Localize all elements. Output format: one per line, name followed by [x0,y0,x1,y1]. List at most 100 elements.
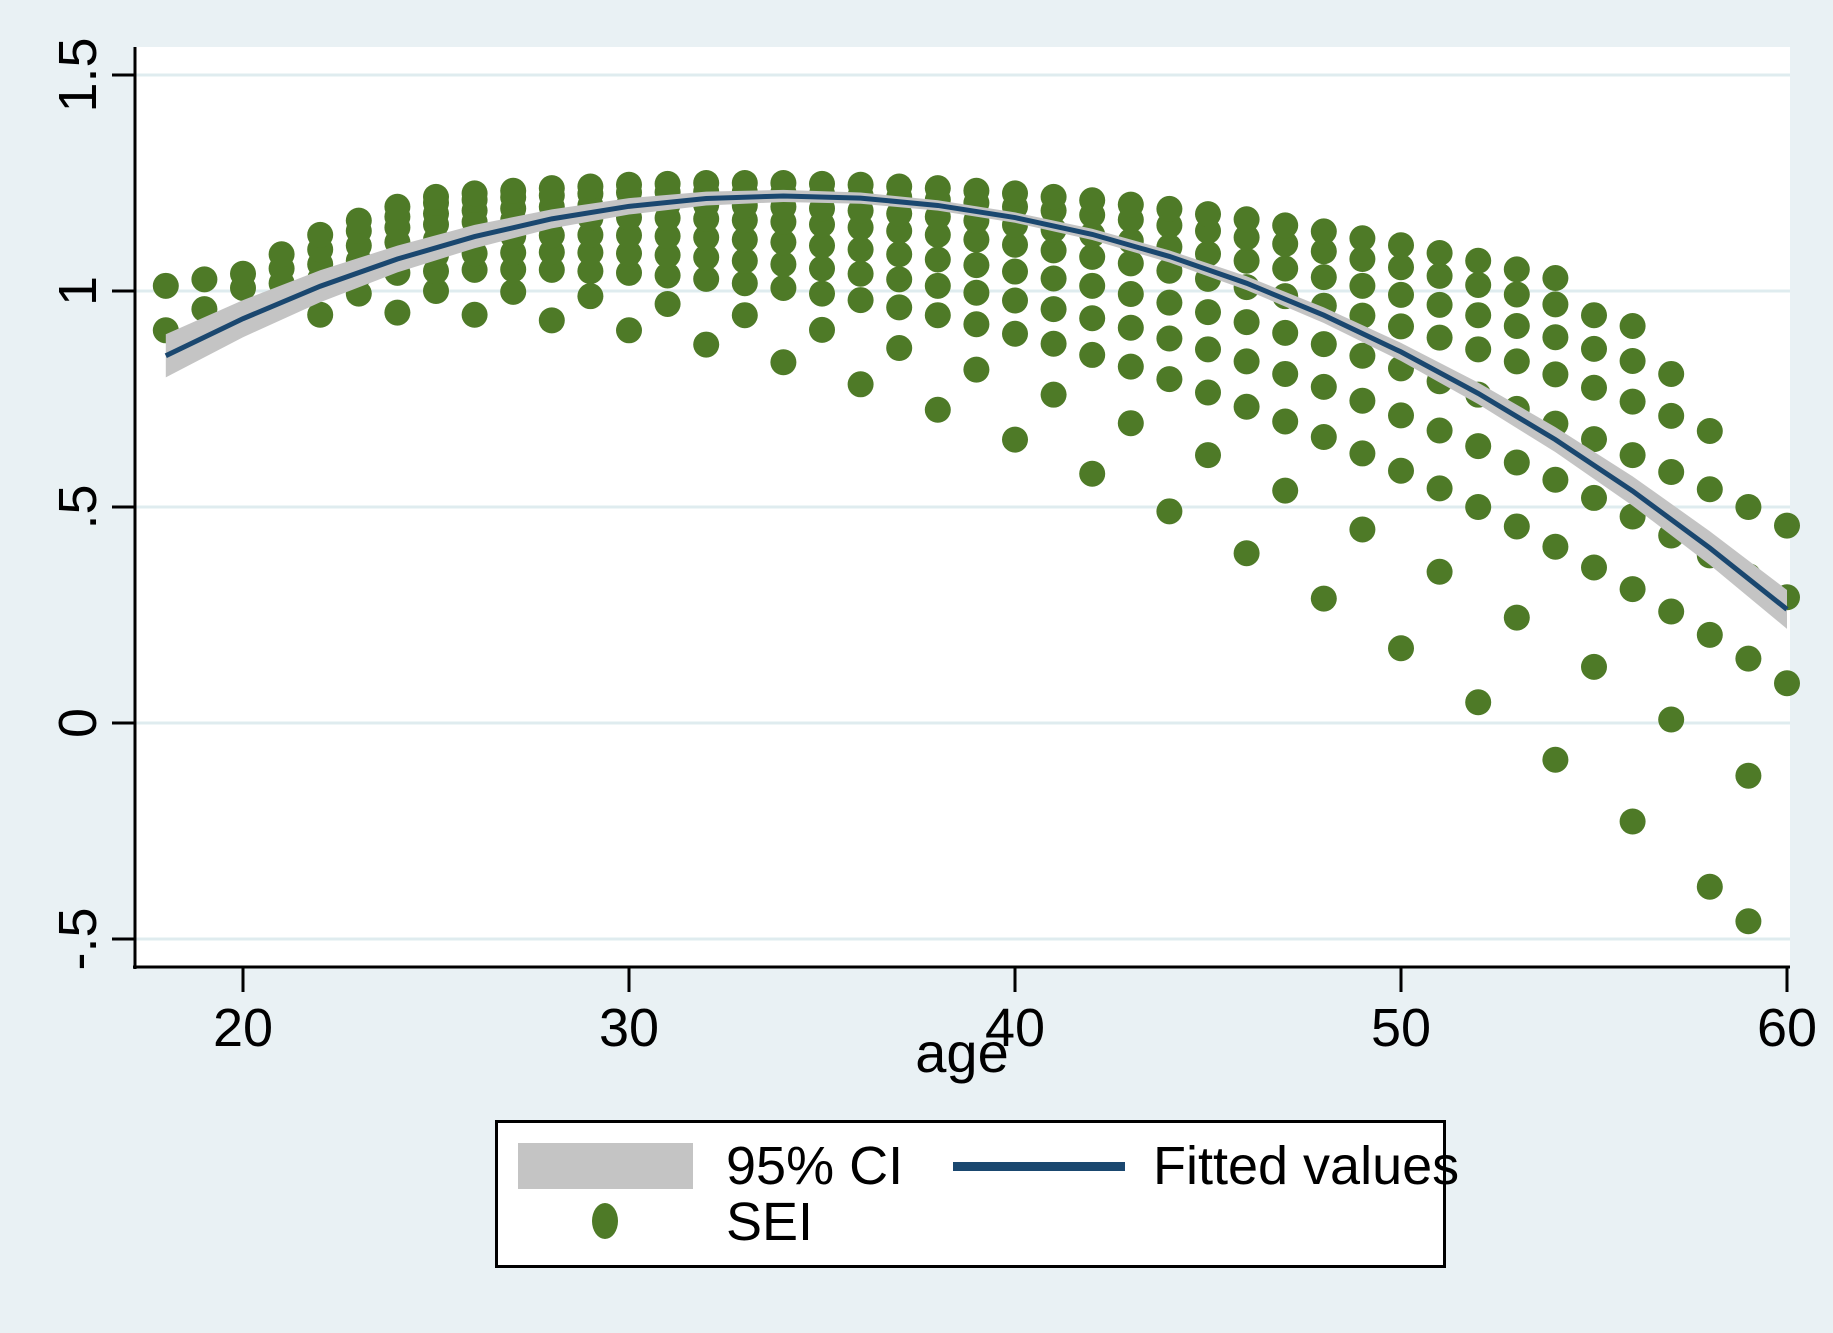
scatter-point [1079,460,1106,487]
y-tick-label: 1.5 [48,37,108,113]
scatter-point [1195,442,1221,469]
scatter-point [1349,516,1376,543]
scatter-point [1619,576,1646,603]
scatter-point [1465,247,1492,274]
scatter-point [1658,360,1685,387]
scatter-point [461,301,488,328]
scatter-point [1542,265,1569,292]
scatter-point [924,272,951,299]
scatter-point [1310,238,1337,265]
scatter-point [1388,635,1414,662]
scatter-point [1272,408,1299,435]
scatter-point [731,226,758,253]
scatter-point [1658,706,1685,733]
scatter-point [577,283,604,310]
scatter-point [500,278,527,305]
scatter-point [1388,254,1414,281]
scatter-point [1388,313,1414,340]
scatter-point [809,280,835,307]
scatter-point [1542,466,1569,493]
scatter-point [1349,302,1376,329]
scatter-point [1040,183,1067,210]
scatter-point [1310,585,1337,612]
scatter-point [1272,230,1299,257]
legend-label-sei: SEI [726,1192,814,1252]
scatter-point [1503,281,1530,308]
scatter-point [809,255,835,282]
scatter-point [1117,353,1144,380]
x-tick-label: 40 [984,998,1046,1058]
scatter-point [1696,621,1723,648]
scatter-point [1465,336,1492,363]
scatter-point [1156,498,1183,525]
scatter-point [1156,195,1183,222]
scatter-point [847,287,874,314]
scatter-point [1388,402,1414,429]
scatter-point [1233,247,1260,274]
scatter-point [1503,348,1530,375]
scatter-point [1658,459,1685,486]
scatter-point [1233,206,1260,233]
fitted-line-swatch [953,1162,1125,1171]
scatter-point [423,278,449,304]
scatter-point [1002,180,1028,207]
scatter-point [1503,449,1530,476]
scatter-point [152,272,179,299]
sei-marker-swatch [592,1203,618,1239]
scatter-point [886,241,913,268]
scatter-point [1542,361,1569,388]
scatter-point [1349,387,1376,414]
ci-band-swatch [518,1143,693,1189]
scatter-point [1079,187,1106,214]
scatter-point [1002,287,1028,314]
scatter-point [1195,336,1221,363]
scatter-point [1272,477,1299,504]
scatter-point [1233,348,1260,375]
scatter-point [1349,342,1376,369]
scatter-point [1349,225,1376,252]
scatter-point [1503,604,1530,631]
scatter-point [1465,494,1492,520]
scatter-point [847,171,874,198]
scatter-point [693,170,720,196]
x-tick-label: 20 [212,998,274,1058]
scatter-point [1426,324,1453,351]
scatter-point [924,396,951,423]
scatter-point [1117,191,1144,218]
scatter-point [191,266,218,293]
scatter-point [731,270,758,297]
scatter-point [924,302,951,329]
scatter-point [1735,494,1762,520]
scatter-point [847,236,874,263]
scatter-point [963,252,990,279]
fitted-line [164,193,1789,612]
scatter-point [1542,291,1569,318]
scatter-point [1503,513,1530,540]
scatter-point [1426,291,1453,318]
scatter-point [1388,281,1414,308]
scatter-point [1310,331,1337,358]
scatter-point [809,170,835,197]
scatter-point [963,356,990,383]
scatter-point [1581,374,1607,401]
scatter-point [538,175,565,202]
scatter-point [654,290,681,317]
legend-label-fitted: Fitted values [1153,1136,1460,1196]
scatter-point [1581,426,1607,453]
scatter-point [1388,457,1414,484]
scatter-point [1156,289,1183,316]
scatter-point [809,232,835,259]
scatter-point [963,177,990,204]
scatter-point [1619,388,1646,415]
scatter-point [1002,258,1028,285]
scatter-point [847,260,874,287]
scatter-point [307,221,334,248]
scatter-point [731,247,758,274]
scatter-point [1735,908,1762,935]
scatter-point [1272,319,1299,346]
scatter-point [538,307,565,334]
scatter-point [1349,272,1376,299]
scatter-point [886,173,913,200]
